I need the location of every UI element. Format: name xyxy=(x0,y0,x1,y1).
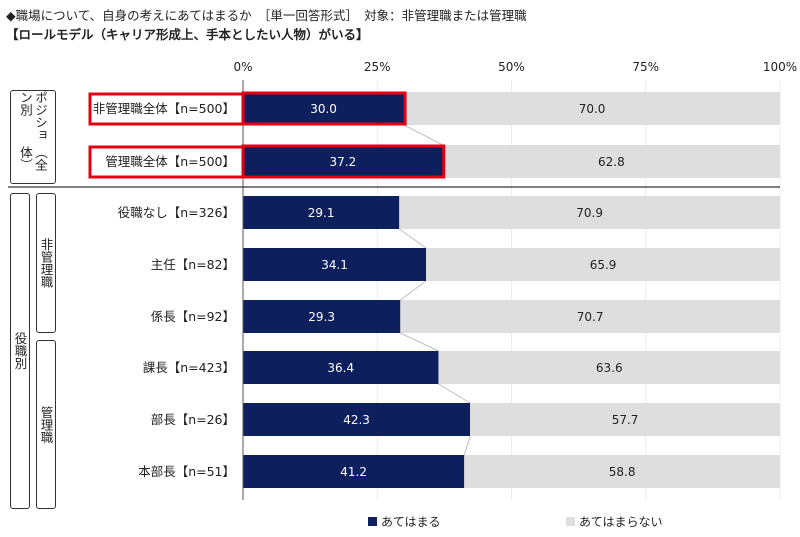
data-label-no: 65.9 xyxy=(590,258,617,272)
data-label-yes: 42.3 xyxy=(343,413,370,427)
data-label-no: 58.8 xyxy=(609,465,636,479)
data-label-yes: 37.2 xyxy=(330,155,357,169)
bar-yes xyxy=(243,196,400,229)
data-label-yes: 34.1 xyxy=(321,258,348,272)
chart-subtitle: 【ロールモデル（キャリア形成上、手本としたい人物）がいる】 xyxy=(6,27,369,42)
bar-yes xyxy=(243,403,471,436)
category-label: 課長【n=423】 xyxy=(143,360,235,375)
bar-no xyxy=(464,455,780,488)
legend-label-yes: あてはまる xyxy=(381,515,441,529)
data-label-yes: 29.1 xyxy=(308,206,335,220)
data-label-yes: 41.2 xyxy=(340,465,367,479)
data-label-no: 57.7 xyxy=(612,413,639,427)
bar-no xyxy=(442,145,780,178)
connector-line xyxy=(400,280,427,301)
bar-yes xyxy=(243,145,443,178)
group-label-position-sub: （全体） xyxy=(18,146,48,172)
data-label-yes: 30.0 xyxy=(310,102,337,116)
bar-yes xyxy=(243,300,401,333)
bar-no xyxy=(399,196,780,229)
group-label-non-manager-text: 非管理職 xyxy=(38,238,54,288)
connector-line xyxy=(438,383,471,404)
data-label-no: 70.0 xyxy=(579,102,606,116)
chart-title: ◆職場について、自身の考えにあてはまるか ［単一回答形式］ 対象：非管理職または… xyxy=(6,8,527,23)
x-tick-label: 100% xyxy=(763,60,797,74)
category-label: 非管理職全体【n=500】 xyxy=(93,101,235,116)
data-label-no: 70.7 xyxy=(577,310,604,324)
bar-yes xyxy=(243,455,465,488)
bar-no xyxy=(404,92,780,125)
bar-yes xyxy=(243,248,427,281)
category-label: 主任【n=82】 xyxy=(151,257,235,272)
bar-no xyxy=(438,351,780,384)
group-label-position: ポジション別 （全体） xyxy=(10,90,56,184)
data-label-no: 70.9 xyxy=(576,206,603,220)
bar-no xyxy=(470,403,780,436)
connector-line xyxy=(463,435,471,456)
bar-no xyxy=(400,300,780,333)
connector-line xyxy=(400,332,439,352)
legend-item-yes: あてはまる xyxy=(368,513,441,530)
x-tick-label: 75% xyxy=(632,60,659,74)
legend-swatch-yes xyxy=(368,517,377,526)
data-label-yes: 36.4 xyxy=(327,361,354,375)
group-label-non-manager: 非管理職 xyxy=(36,193,56,333)
x-tick-label: 0% xyxy=(233,60,252,74)
connector-line xyxy=(398,228,427,249)
connector-line xyxy=(403,124,443,146)
bar-no xyxy=(426,248,780,281)
category-label: 係長【n=92】 xyxy=(151,309,235,324)
category-label: 役職なし【n=326】 xyxy=(118,205,235,220)
x-tick-label: 50% xyxy=(498,60,525,74)
bar-yes xyxy=(243,351,439,384)
legend-item-no: あてはまらない xyxy=(566,513,663,530)
x-tick-label: 25% xyxy=(364,60,391,74)
group-label-manager: 管理職 xyxy=(36,340,56,509)
legend-label-no: あてはまらない xyxy=(579,515,663,529)
bar-yes xyxy=(243,92,405,125)
data-label-no: 62.8 xyxy=(598,155,625,169)
category-label: 部長【n=26】 xyxy=(151,412,235,427)
group-label-role-text: 役職別 xyxy=(12,332,28,370)
data-label-no: 63.6 xyxy=(596,361,623,375)
group-label-role: 役職別 xyxy=(10,193,30,509)
highlight-box-bar xyxy=(241,144,446,179)
category-label: 本部長【n=51】 xyxy=(138,464,235,479)
category-label: 管理職全体【n=500】 xyxy=(105,154,235,169)
group-label-manager-text: 管理職 xyxy=(38,405,54,444)
data-label-yes: 29.3 xyxy=(308,310,335,324)
group-label-position-text: ポジション別 xyxy=(18,91,48,141)
highlight-box-bar xyxy=(241,91,407,126)
legend-swatch-no xyxy=(566,517,575,526)
